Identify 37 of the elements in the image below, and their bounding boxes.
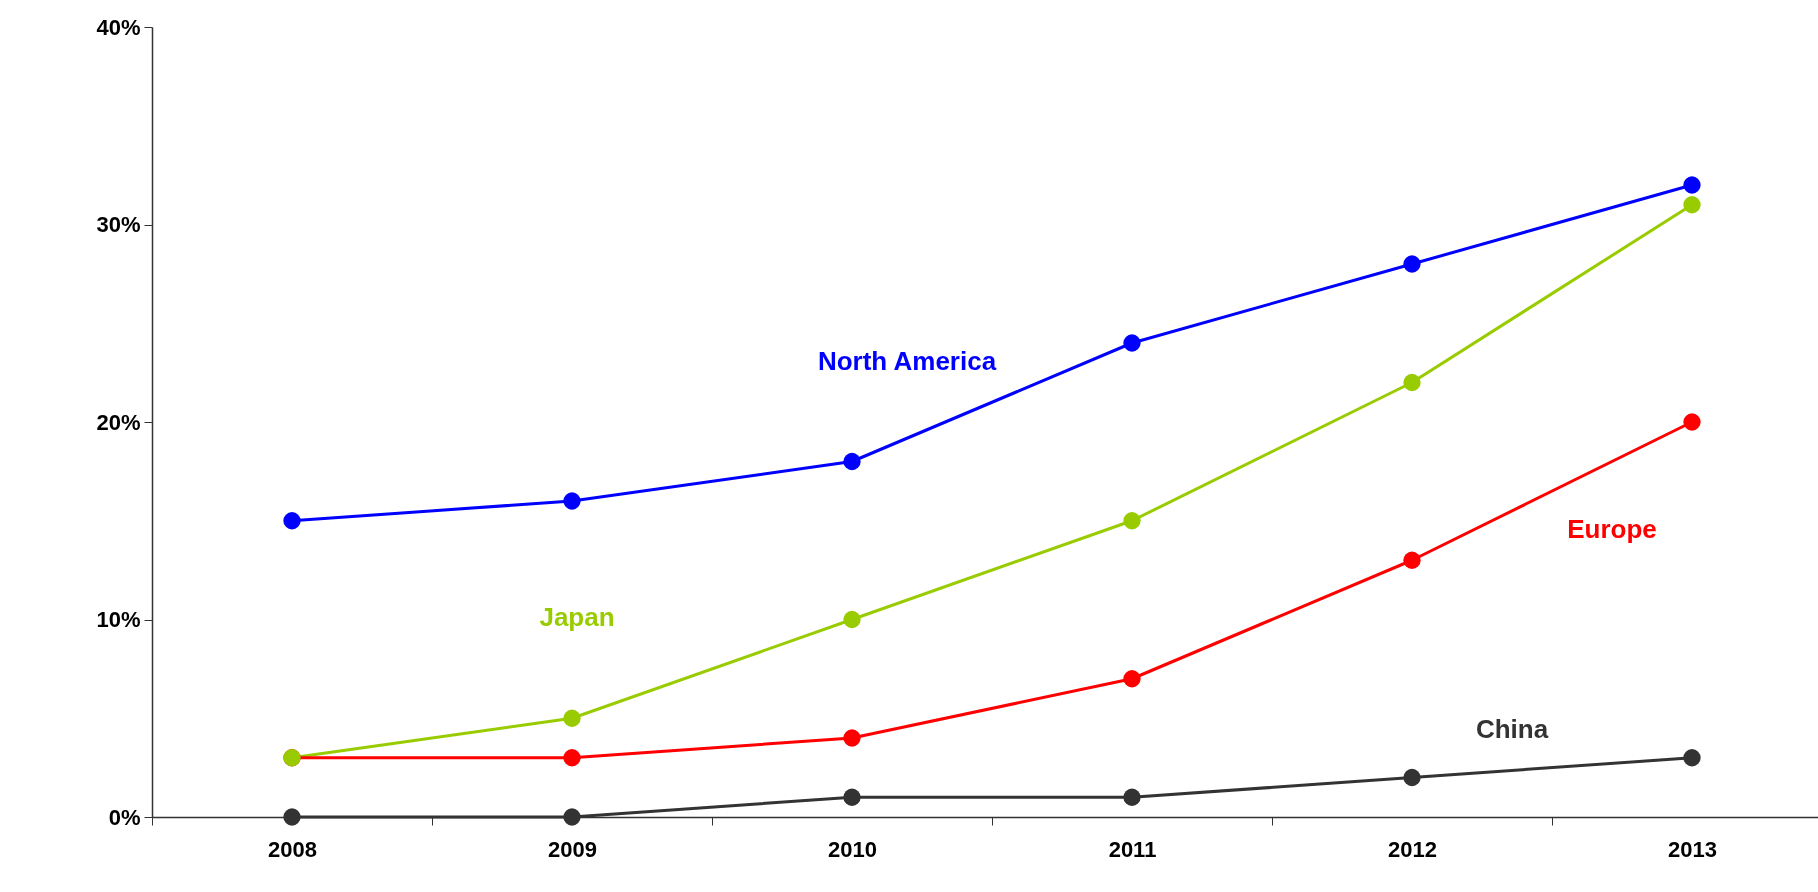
point [1123, 670, 1141, 688]
point [283, 512, 301, 530]
series-label: China [1475, 713, 1549, 744]
point [1123, 334, 1141, 352]
point [1683, 176, 1701, 194]
point [1683, 749, 1701, 767]
point [1403, 768, 1421, 787]
y-tick-label: 40% [96, 14, 141, 40]
x-tick-label: 2011 [1108, 836, 1157, 862]
point [563, 492, 581, 510]
point [1123, 788, 1141, 806]
y-tick-label: 30% [96, 212, 141, 237]
point [1683, 413, 1701, 431]
point [843, 452, 861, 471]
point [283, 808, 301, 826]
x-tick-label: 2010 [828, 836, 877, 862]
x-tick-label: 2013 [1668, 836, 1717, 862]
x-tick-label: 2012 [1388, 836, 1437, 862]
point [843, 729, 861, 747]
point [563, 749, 581, 767]
series-label: Europe [1567, 514, 1657, 545]
point [1403, 373, 1421, 392]
y-tick-label: 0% [108, 804, 141, 830]
point [843, 788, 861, 806]
point [1403, 255, 1421, 273]
x-tick-label: 2009 [548, 836, 597, 862]
point [1403, 551, 1421, 569]
point [563, 808, 581, 826]
series-label: North America [817, 345, 997, 376]
point [843, 610, 861, 629]
text: Japan [539, 602, 615, 633]
y-tick-label: 20% [96, 409, 141, 435]
point [1683, 196, 1701, 214]
x-tick-label: 2008 [268, 836, 317, 862]
point [563, 709, 581, 727]
y-tick-label: 10% [96, 607, 141, 632]
point [1123, 512, 1141, 530]
